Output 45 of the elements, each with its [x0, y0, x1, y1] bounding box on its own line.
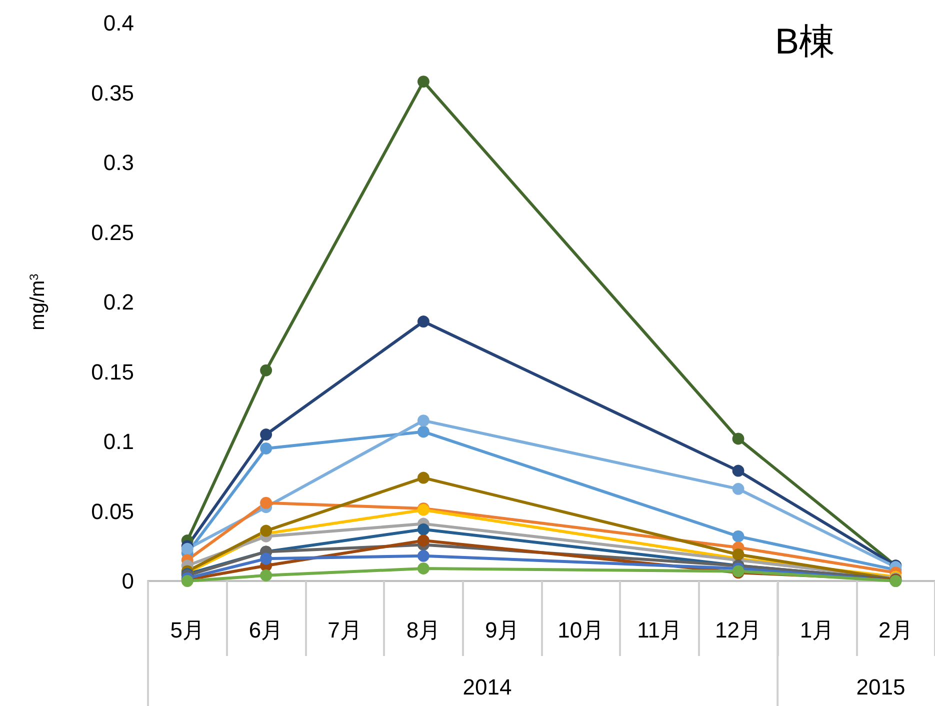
x-tick-label: 8月 [406, 618, 441, 642]
x-tick-label: 6月 [248, 618, 284, 642]
point [417, 316, 430, 328]
point [260, 569, 272, 582]
y-tick-label: 0.35 [91, 80, 134, 106]
y-tick-label: 0.1 [103, 429, 134, 454]
point [417, 76, 430, 88]
y-tick-label: 0 [122, 568, 134, 594]
x-tick-label: 2月 [878, 618, 913, 642]
point [417, 562, 430, 574]
x-tick-label: 1月 [800, 618, 834, 642]
point [260, 496, 272, 509]
point [732, 548, 744, 560]
chart-title: B棟 [774, 20, 836, 62]
point [417, 534, 430, 547]
y-tick-label: 0.3 [103, 150, 134, 175]
point [417, 426, 430, 438]
y-tick-label: 0.05 [91, 498, 134, 524]
y-tick-label: 0.2 [103, 290, 134, 314]
y-axis-title: mg/m3 [27, 273, 49, 330]
point [260, 552, 272, 565]
point [181, 542, 194, 555]
point [732, 482, 744, 495]
x-tick-label: 7月 [328, 618, 362, 642]
point [417, 550, 430, 562]
x-tick-label: 10月 [558, 618, 604, 642]
x-tick-label: 12月 [715, 618, 762, 642]
y-tick-label: 0.4 [103, 10, 134, 36]
text: 2014 [462, 674, 512, 700]
point [260, 524, 272, 537]
point [260, 364, 272, 376]
point [417, 414, 430, 427]
point [417, 472, 430, 484]
point [260, 442, 272, 454]
point [732, 464, 744, 477]
point [417, 523, 430, 536]
y-tick-label: 0.25 [91, 220, 134, 245]
text: 2015 [856, 674, 906, 700]
point [732, 530, 744, 542]
y-tick-label: 0.15 [91, 359, 134, 384]
x-tick-label: 11月 [637, 618, 682, 642]
x-tick-label: 9月 [485, 618, 520, 642]
point [732, 432, 744, 445]
point [260, 428, 272, 441]
x-tick-label: 5月 [170, 618, 204, 642]
